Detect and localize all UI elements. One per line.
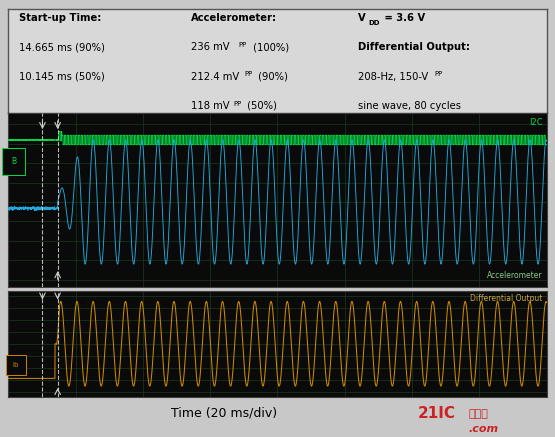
Text: (50%): (50%) bbox=[244, 101, 277, 111]
Text: 21IC: 21IC bbox=[417, 406, 456, 421]
Text: .com: .com bbox=[468, 424, 499, 434]
Text: PP: PP bbox=[244, 71, 253, 77]
Text: 118 mV: 118 mV bbox=[191, 101, 230, 111]
Text: 236 mV: 236 mV bbox=[191, 42, 230, 52]
Text: 208-Hz, 150-V: 208-Hz, 150-V bbox=[358, 72, 428, 82]
Text: 10.145 ms (50%): 10.145 ms (50%) bbox=[19, 72, 105, 82]
Text: Accelerometer: Accelerometer bbox=[487, 271, 542, 281]
Text: Accelerometer:: Accelerometer: bbox=[191, 13, 278, 23]
Text: B: B bbox=[11, 157, 16, 166]
Text: 212.4 mV: 212.4 mV bbox=[191, 72, 240, 82]
Text: PP: PP bbox=[233, 101, 241, 107]
Text: DD: DD bbox=[369, 21, 380, 26]
Text: V: V bbox=[358, 13, 366, 23]
Text: I2C: I2C bbox=[529, 118, 542, 127]
Text: Time (20 ms/div): Time (20 ms/div) bbox=[170, 406, 277, 420]
Text: = 3.6 V: = 3.6 V bbox=[381, 13, 425, 23]
Text: PP: PP bbox=[238, 42, 246, 48]
Text: Ib: Ib bbox=[13, 362, 19, 368]
Text: (100%): (100%) bbox=[250, 42, 289, 52]
Text: Differential Output: Differential Output bbox=[470, 294, 542, 303]
Text: sine wave, 80 cycles: sine wave, 80 cycles bbox=[358, 101, 461, 111]
Text: PP: PP bbox=[435, 71, 443, 77]
Text: Start-up Time:: Start-up Time: bbox=[19, 13, 102, 23]
Text: 电子网: 电子网 bbox=[468, 409, 488, 419]
Text: Differential Output:: Differential Output: bbox=[358, 42, 470, 52]
Text: (90%): (90%) bbox=[255, 72, 287, 82]
Text: 14.665 ms (90%): 14.665 ms (90%) bbox=[19, 42, 105, 52]
